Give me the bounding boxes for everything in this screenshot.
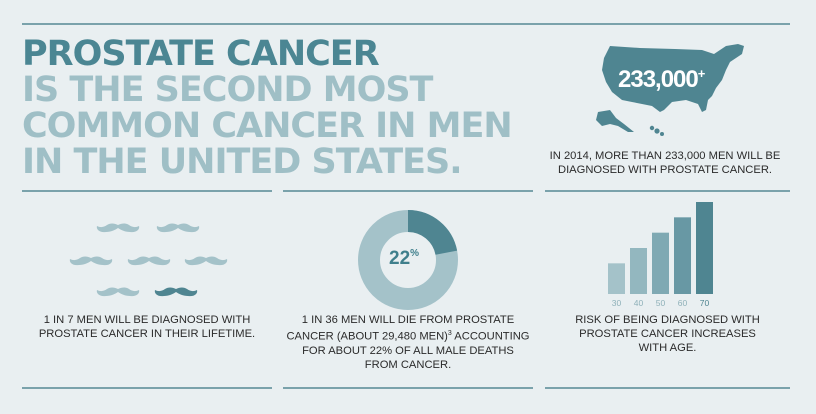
donut-caption-line-2-tail: ACCOUNTING	[451, 330, 530, 343]
bar-age-50	[652, 232, 669, 294]
donut-caption-line-2: CANCER (ABOUT 29,480 MEN)3 ACCOUNTING	[283, 327, 533, 344]
age-caption-line-1: RISK OF BEING DIAGNOSED WITH	[575, 314, 760, 326]
donut-caption-line-3: FOR ABOUT 22% OF ALL MALE DEATHS	[302, 344, 514, 357]
age-caption-line-3: WITH AGE.	[638, 342, 697, 354]
x-tick-label: 60	[678, 298, 688, 308]
donut-caption-line-4: FROM CANCER.	[364, 358, 452, 371]
mustache-icon	[154, 287, 198, 297]
headline: PROSTATE CANCER IS THE SECOND MOST COMMO…	[22, 36, 562, 180]
divider-row1-mid	[283, 190, 533, 192]
mustache-caption-line-1: 1 IN 7 MEN WILL BE DIAGNOSED WITH	[43, 314, 251, 326]
map-stat-value: 233,000+	[618, 66, 706, 94]
top-divider	[22, 23, 790, 25]
age-caption: RISK OF BEING DIAGNOSED WITH PROSTATE CA…	[545, 313, 790, 355]
map-caption: IN 2014, MORE THAN 233,000 MEN WILL BE D…	[548, 149, 782, 177]
mustache-icon	[127, 256, 171, 266]
us-map-icon	[596, 44, 744, 136]
divider-row1-right	[545, 190, 790, 192]
donut-percent-label: 22%	[389, 248, 419, 270]
x-tick-label: 70	[700, 298, 710, 308]
bar-age-60	[674, 217, 691, 294]
x-tick-label: 30	[612, 298, 622, 308]
mustache-icon	[184, 256, 228, 266]
age-caption-line-2: PROSTATE CANCER INCREASES	[579, 328, 756, 340]
divider-row1-left	[22, 190, 272, 192]
age-risk-bar-chart: 30 40 50 60 70	[608, 202, 713, 308]
bar-age-40	[630, 248, 647, 294]
map-caption-line-2: DIAGNOSED WITH PROSTATE CANCER.	[557, 164, 773, 176]
donut-caption-line-2-text: CANCER (ABOUT 29,480 MEN)	[286, 330, 448, 343]
x-tick-label: 40	[634, 298, 644, 308]
donut-caption-footnote: 3	[447, 330, 452, 337]
headline-line-1: PROSTATE CANCER	[22, 34, 380, 74]
headline-line-2: IS THE SECOND MOST	[22, 70, 433, 110]
bar-age-30	[608, 263, 625, 294]
donut-caption: 1 IN 36 MEN WILL DIE FROM PROSTATE CANCE…	[283, 313, 533, 372]
donut-caption-line-1: 1 IN 36 MEN WILL DIE FROM PROSTATE	[301, 314, 515, 326]
donut-slice	[407, 210, 458, 256]
divider-bottom-right	[545, 387, 790, 389]
map-stat-plus: +	[697, 66, 706, 81]
mustache-icon	[96, 223, 140, 233]
donut-chart	[358, 210, 458, 310]
mustache-icon	[156, 223, 200, 233]
donut-percent-sign: %	[410, 248, 420, 259]
mustache-icon	[69, 256, 113, 266]
mustache-caption: 1 IN 7 MEN WILL BE DIAGNOSED WITH PROSTA…	[22, 313, 272, 341]
headline-line-4: IN THE UNITED STATES.	[22, 142, 463, 182]
map-stat-number: 233,000	[618, 66, 699, 93]
mustache-caption-line-2: PROSTATE CANCER IN THEIR LIFETIME.	[38, 328, 256, 340]
x-tick-label: 50	[656, 298, 666, 308]
divider-bottom-left	[22, 387, 272, 389]
headline-line-3: COMMON CANCER IN MEN	[22, 106, 513, 146]
donut-percent-number: 22	[389, 248, 411, 269]
mustache-icon	[96, 287, 140, 297]
divider-bottom-mid	[283, 387, 533, 389]
map-caption-line-1: IN 2014, MORE THAN 233,000 MEN WILL BE	[549, 150, 781, 162]
bar-age-70	[696, 202, 713, 294]
